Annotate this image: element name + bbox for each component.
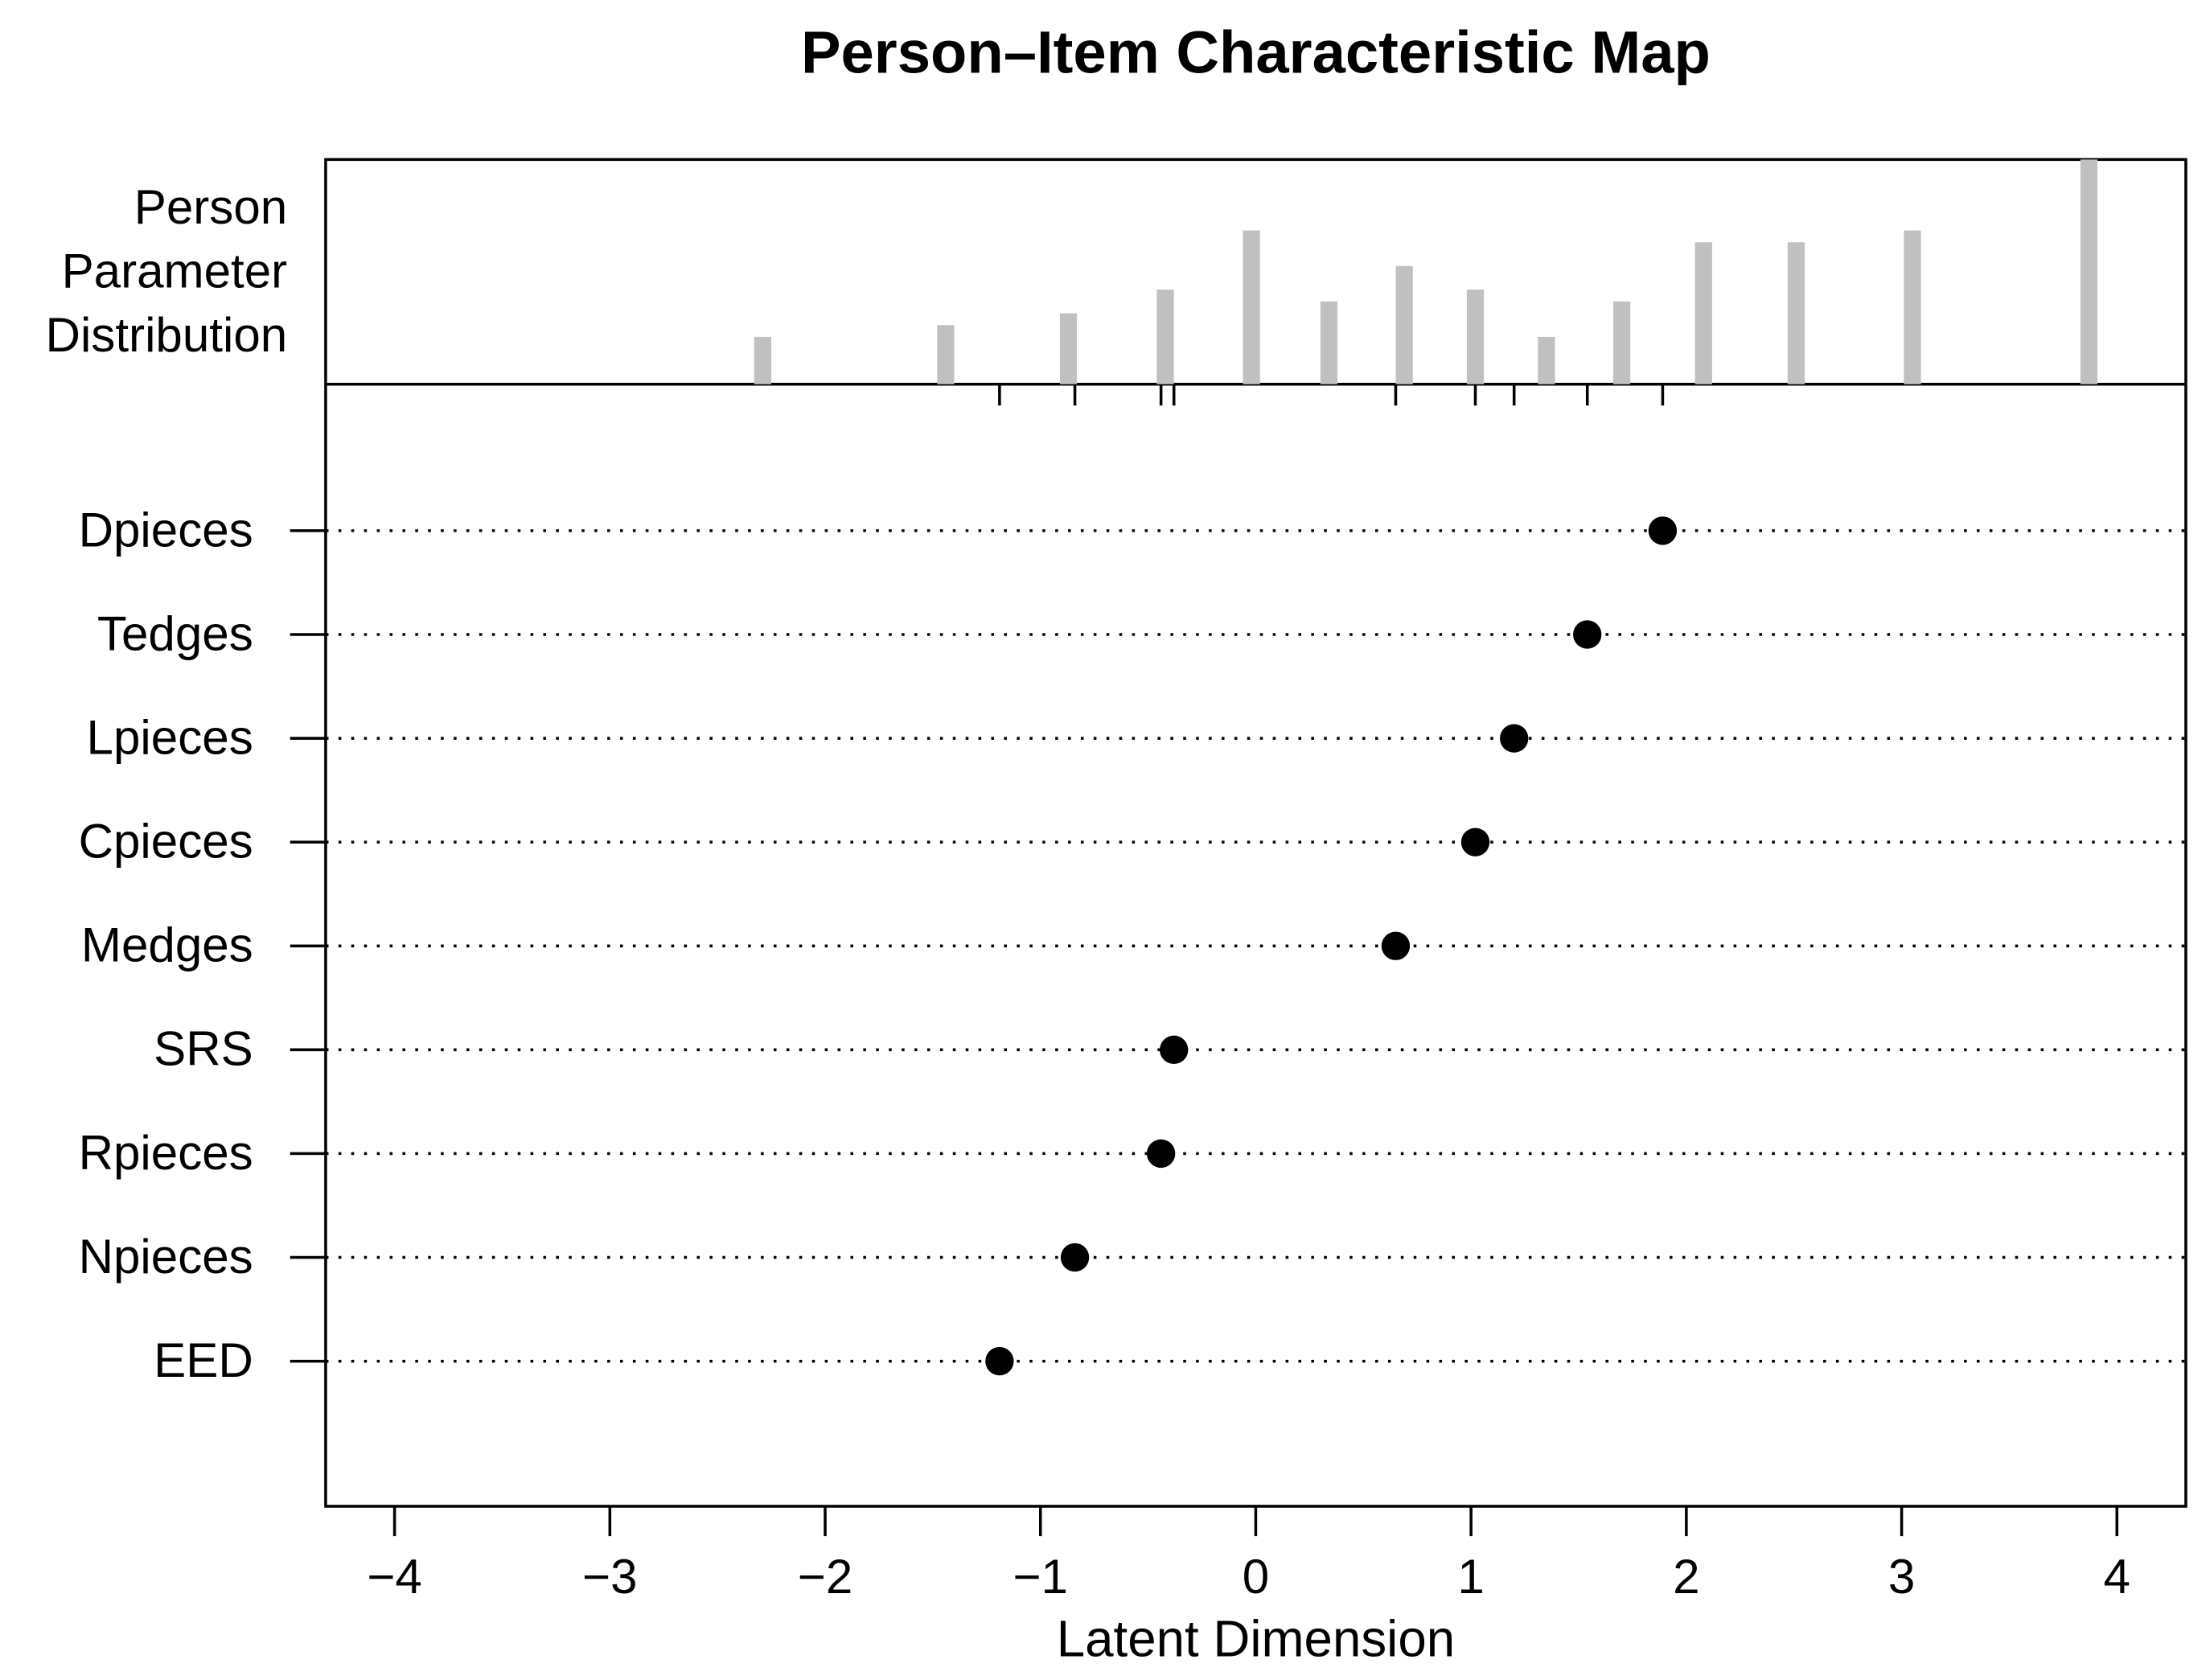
x-tick-label: 0 [1243,1550,1269,1604]
item-label: Cpieces [79,815,253,869]
person-bar [1156,290,1174,384]
person-bar [937,325,955,384]
item-point [985,1346,1014,1376]
item-point [1060,1243,1090,1272]
item-label: Tedges [97,606,253,660]
person-bar [1904,230,1921,384]
person-bar [1395,265,1413,384]
person-bar [1694,242,1712,384]
item-point [1500,724,1529,753]
item-point [1381,931,1411,960]
item-point [1160,1035,1189,1065]
person-bar [1243,230,1260,384]
x-axis-label: Latent Dimension [1057,1611,1455,1668]
item-label: SRS [154,1022,253,1076]
person-bar [1787,242,1805,384]
item-point [1573,620,1602,649]
item-label: Dpieces [79,503,253,557]
item-label: Lpieces [87,710,253,764]
x-tick-label: 4 [2104,1550,2130,1604]
person-bar [1059,313,1078,384]
person-bar [754,336,772,384]
x-tick-label: −4 [367,1550,422,1604]
item-point [1648,516,1678,545]
chart-title: Person–Item Characteristic Map [801,19,1711,86]
person-bar [1538,336,1555,384]
item-label: EED [154,1333,253,1387]
person-bar [2080,159,2098,384]
x-tick-label: 3 [1888,1550,1915,1604]
x-tick-label: 1 [1457,1550,1484,1604]
x-tick-label: −2 [798,1550,853,1604]
item-point [1460,828,1490,856]
x-tick-label: −3 [582,1550,638,1604]
item-point [1146,1139,1176,1169]
person-label: Parameter [62,244,288,298]
person-bar [1612,301,1631,384]
x-tick-label: 2 [1673,1550,1699,1604]
item-label: Rpieces [79,1126,253,1180]
person-bar [1466,290,1485,384]
person-bar [1320,301,1338,384]
person-label: Distribution [46,308,288,362]
person-label: Person [134,180,287,234]
x-tick-label: −1 [1013,1550,1068,1604]
item-label: Medges [81,918,253,972]
item-label: Npieces [79,1230,253,1284]
